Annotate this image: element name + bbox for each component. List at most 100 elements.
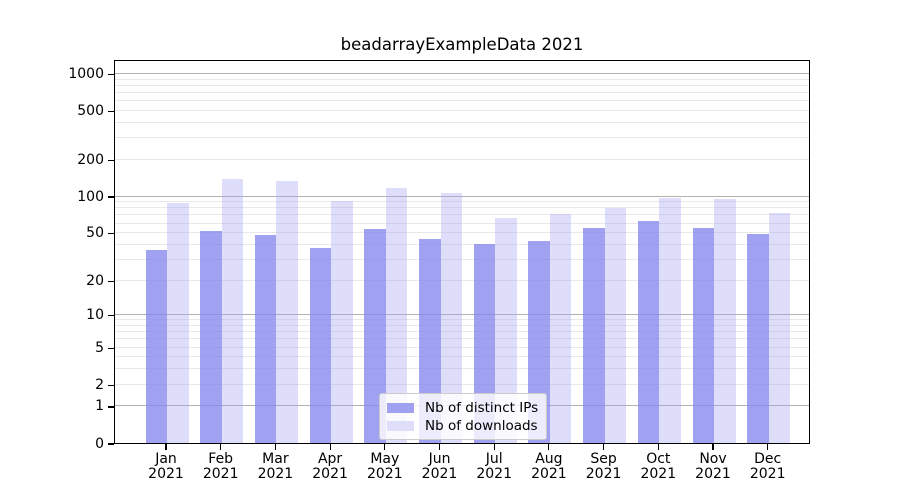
bar-downloads-jun-2021: [440, 192, 462, 443]
x-tick-oct-2021: [657, 444, 659, 450]
legend-item-distinct-ips: Nb of distinct IPs: [387, 399, 539, 416]
y-tick-1: [108, 406, 114, 408]
y-tick-2: [108, 384, 114, 386]
bar-downloads-sep-2021: [604, 207, 627, 443]
y-tick-500: [108, 110, 114, 112]
y-tick-label-50: 50: [86, 225, 104, 242]
x-tick-label-line: 2021: [148, 466, 184, 482]
bar-downloads-nov-2021: [714, 199, 736, 443]
x-tick-label-mar-2021: Mar 2021: [243, 452, 307, 482]
x-tick-label-line: Dec: [754, 451, 782, 467]
legend-label-distinct-ips: Nb of distinct IPs: [425, 399, 539, 416]
bar-distinct-ips-oct-2021: [637, 220, 660, 443]
y-tick-label-2: 2: [95, 376, 104, 393]
gridline-80: [115, 207, 809, 209]
legend-item-downloads: Nb of downloads: [387, 417, 539, 434]
gridline-8: [115, 324, 809, 326]
x-tick-jan-2021: [165, 444, 167, 450]
x-tick-label-line: 2021: [202, 466, 239, 482]
gridline-5: [115, 346, 809, 348]
gridline-100: [115, 195, 809, 197]
x-tick-label-jul-2021: Jul 2021: [462, 452, 526, 482]
x-tick-label-line: Feb: [208, 451, 234, 467]
gridline-300: [115, 137, 809, 139]
y-tick-5: [108, 347, 114, 349]
x-tick-label-line: 2021: [695, 466, 731, 482]
x-tick-may-2021: [384, 444, 386, 450]
bar-distinct-ips-may-2021: [364, 228, 386, 443]
x-tick-label-line: 2021: [257, 466, 294, 482]
gridline-900: [115, 78, 809, 80]
x-tick-label-aug-2021: Aug 2021: [517, 452, 581, 482]
x-tick-label-line: 2021: [585, 466, 622, 482]
x-tick-label-line: May: [370, 451, 400, 467]
bar-downloads-may-2021: [385, 188, 408, 443]
y-tick-label-100: 100: [77, 188, 104, 205]
bar-distinct-ips-apr-2021: [309, 248, 332, 443]
x-tick-aug-2021: [548, 444, 550, 450]
x-tick-label-jun-2021: Jun 2021: [408, 452, 472, 482]
x-tick-label-line: Jul: [485, 451, 503, 467]
x-tick-label-feb-2021: Feb 2021: [189, 452, 253, 482]
x-tick-label-line: Mar: [262, 451, 289, 467]
bar-distinct-ips-jun-2021: [419, 239, 441, 443]
gridline-7: [115, 331, 809, 333]
x-tick-label-line: Nov: [699, 451, 727, 467]
gridline-20: [115, 279, 809, 281]
x-tick-label-line: 2021: [366, 466, 403, 482]
gridline-6: [115, 338, 809, 340]
x-tick-sep-2021: [603, 444, 605, 450]
gridline-3: [115, 368, 809, 370]
gridline-90: [115, 201, 809, 203]
gridline-2: [115, 383, 809, 385]
bar-distinct-ips-dec-2021: [747, 233, 769, 443]
gridline-200: [115, 158, 809, 160]
y-tick-label-500: 500: [77, 102, 104, 119]
x-tick-dec-2021: [767, 444, 769, 450]
x-tick-label-line: 2021: [749, 466, 786, 482]
gridline-9: [115, 319, 809, 321]
x-tick-nov-2021: [712, 444, 714, 450]
bar-distinct-ips-mar-2021: [254, 234, 277, 443]
x-tick-label-sep-2021: Sep 2021: [572, 452, 636, 482]
gridline-4: [115, 356, 809, 358]
x-tick-label-nov-2021: Nov 2021: [681, 452, 745, 482]
x-tick-label-line: 2021: [476, 466, 512, 482]
gridline-50: [115, 232, 809, 234]
bar-downloads-mar-2021: [276, 181, 298, 443]
bar-distinct-ips-feb-2021: [200, 230, 222, 443]
gridline-60: [115, 222, 809, 224]
bar-distinct-ips-nov-2021: [692, 227, 714, 443]
gridline-1000: [115, 72, 809, 74]
chart-title: beadarrayExampleData 2021: [340, 35, 584, 54]
x-tick-label-line: Aug: [535, 451, 563, 467]
legend-swatch-downloads: [387, 420, 414, 431]
y-tick-label-1000: 1000: [68, 65, 104, 82]
gridline-700: [115, 91, 809, 93]
y-tick-label-10: 10: [86, 307, 104, 324]
x-tick-label-apr-2021: Apr 2021: [298, 452, 362, 482]
y-tick-label-0: 0: [95, 435, 104, 452]
bar-downloads-jan-2021: [167, 202, 189, 443]
y-tick-label-200: 200: [77, 151, 104, 168]
y-tick-200: [108, 159, 114, 161]
gridline-70: [115, 214, 809, 216]
x-tick-label-line: Apr: [317, 451, 343, 467]
x-tick-label-line: Jun: [428, 451, 451, 467]
bar-downloads-oct-2021: [659, 198, 681, 443]
x-tick-label-jan-2021: Jan 2021: [134, 452, 198, 482]
gridline-500: [115, 109, 809, 111]
plot-area: [114, 60, 810, 444]
y-tick-1000: [108, 73, 114, 75]
y-tick-label-20: 20: [86, 272, 104, 289]
x-tick-mar-2021: [274, 444, 276, 450]
x-tick-label-line: Oct: [646, 451, 671, 467]
bar-downloads-feb-2021: [221, 179, 244, 443]
y-tick-50: [108, 233, 114, 235]
bar-downloads-apr-2021: [331, 200, 353, 443]
gridline-600: [115, 100, 809, 102]
x-tick-feb-2021: [220, 444, 222, 450]
bar-downloads-jul-2021: [495, 218, 517, 443]
legend-label-downloads: Nb of downloads: [425, 417, 538, 434]
x-tick-label-dec-2021: Dec 2021: [736, 452, 800, 482]
